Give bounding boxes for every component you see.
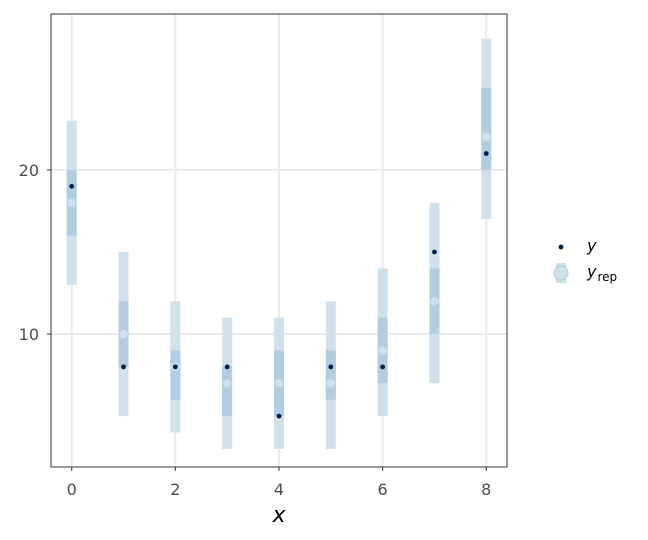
x-axis-ticks: 0 2 4 6 8 — [67, 467, 491, 499]
y-point — [69, 183, 75, 189]
legend-y-key — [558, 244, 564, 250]
x-tick-label: 2 — [170, 480, 180, 499]
y-point — [432, 249, 437, 255]
legend-y-label: y — [586, 236, 597, 255]
yrep-median-point — [274, 379, 284, 388]
y-point — [380, 364, 386, 370]
yrep-inner-interval — [325, 350, 336, 400]
x-tick-label: 6 — [378, 480, 388, 499]
y-point — [328, 364, 334, 370]
yrep-median-point — [378, 346, 387, 355]
y-point — [121, 364, 126, 370]
yrep-inner-interval — [170, 350, 181, 400]
yrep-median-point — [119, 329, 128, 339]
y-axis-ticks: 10 20 — [19, 161, 51, 344]
yrep-median-point — [326, 379, 336, 388]
yrep-inner-interval — [481, 87, 492, 170]
legend: y yrep — [553, 236, 617, 284]
yrep-inner-interval — [222, 366, 233, 417]
y-point — [276, 413, 282, 419]
y-point — [172, 364, 178, 370]
legend-yrep-subscript: rep — [597, 270, 617, 284]
yrep-median-point — [67, 198, 76, 207]
yrep-median-point — [430, 297, 439, 306]
x-axis-label: x — [271, 503, 286, 528]
y-point — [483, 151, 489, 156]
y-tick-label: 20 — [19, 161, 39, 180]
yrep-median-point — [482, 132, 491, 142]
legend-yrep-median-key — [553, 265, 569, 281]
y-point — [224, 364, 230, 370]
x-tick-label: 0 — [67, 480, 77, 499]
yrep-median-point — [222, 379, 232, 388]
x-tick-label: 8 — [481, 480, 491, 499]
y-tick-label: 10 — [19, 325, 39, 344]
legend-yrep-label: yrep — [586, 262, 617, 284]
y-points — [69, 151, 489, 419]
x-tick-label: 4 — [274, 480, 284, 499]
